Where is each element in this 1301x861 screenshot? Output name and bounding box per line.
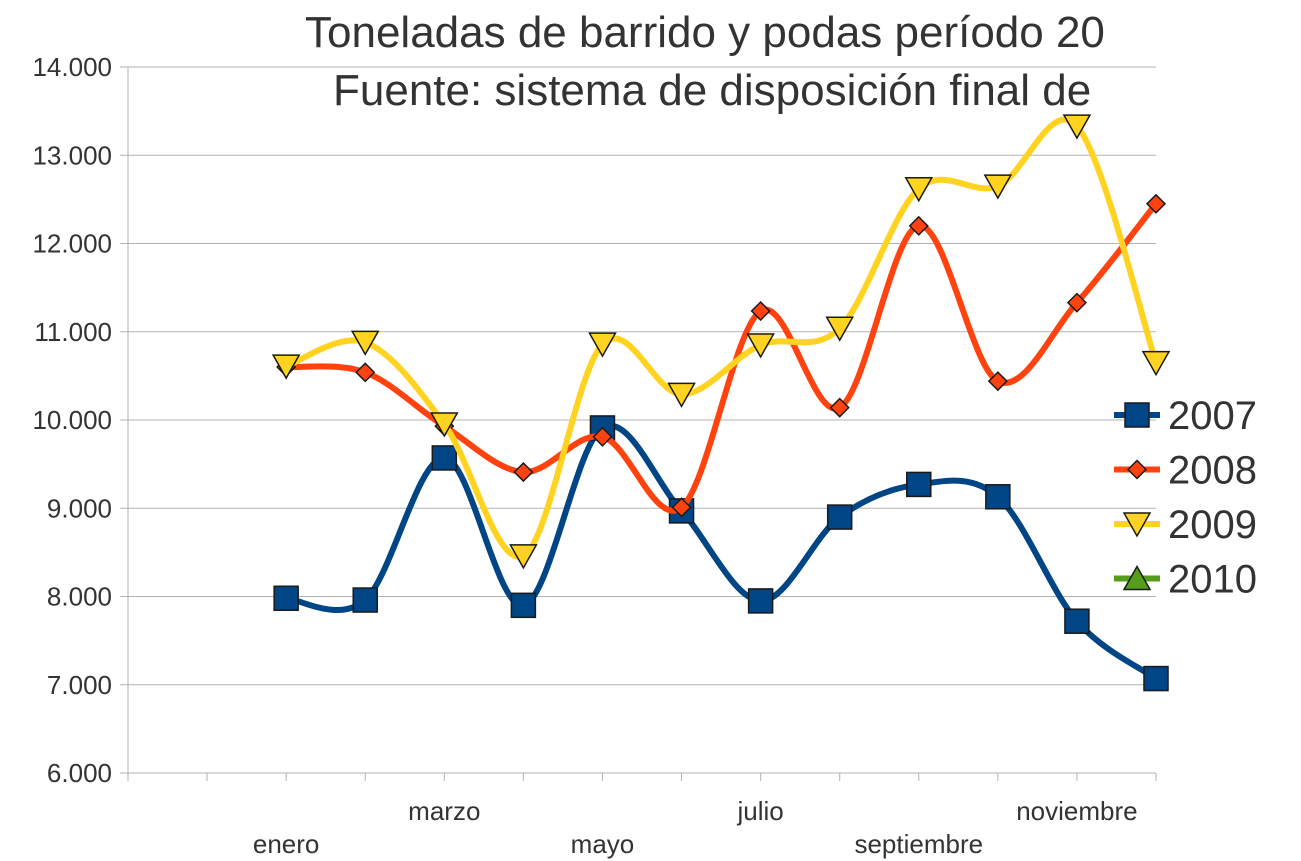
marker (985, 484, 1011, 510)
marker (906, 471, 932, 498)
chart-title: Toneladas de barrido y podas período 20 (305, 8, 1105, 57)
y-tick-label: 7.000 (47, 670, 112, 700)
marker (671, 497, 692, 518)
marker (431, 445, 458, 471)
series-line (285, 201, 1159, 514)
marker (273, 585, 299, 612)
marker (746, 333, 775, 359)
series-line (285, 422, 1158, 682)
x-tick-label: septiembre (854, 829, 983, 859)
marker (1145, 193, 1167, 214)
y-tick-label: 8.000 (47, 582, 112, 612)
marker (513, 462, 534, 483)
y-tick-label: 9.000 (47, 493, 112, 523)
marker (747, 588, 774, 614)
x-tick-label: mayo (571, 829, 635, 859)
legend-marker (1124, 402, 1150, 428)
legend-marker (1122, 564, 1152, 591)
marker (510, 592, 537, 619)
y-tick-label: 11.000 (34, 317, 112, 347)
x-tick-label: julio (736, 796, 783, 826)
legend-label: 2007 (1168, 394, 1257, 438)
x-tick-label: noviembre (1016, 796, 1137, 826)
marker (1066, 292, 1087, 313)
marker (826, 504, 853, 530)
legend-label: 2008 (1168, 449, 1257, 493)
marker (352, 587, 378, 613)
marker (667, 382, 696, 408)
marker (509, 544, 538, 570)
legend-label: 2010 (1168, 558, 1257, 602)
marker (1062, 114, 1092, 140)
marker (271, 354, 301, 380)
marker (430, 412, 459, 438)
x-tick-label: enero (253, 829, 320, 859)
legend-marker (1122, 512, 1152, 538)
marker (588, 332, 617, 358)
y-tick-label: 6.000 (47, 758, 112, 788)
marker (908, 215, 929, 236)
y-tick-label: 12.000 (32, 229, 112, 259)
marker (592, 426, 613, 447)
legend-marker (1126, 459, 1148, 480)
marker (1141, 350, 1171, 377)
x-tick-label: marzo (408, 796, 480, 826)
marker (829, 397, 850, 418)
marker (904, 177, 934, 203)
marker (355, 362, 376, 383)
marker (750, 300, 771, 322)
y-tick-label: 10.000 (32, 405, 112, 435)
marker (1064, 608, 1090, 634)
y-tick-label: 14.000 (32, 52, 112, 82)
chart-subtitle: Fuente: sistema de disposición final de (333, 66, 1091, 115)
y-tick-label: 13.000 (32, 140, 112, 170)
marker (987, 371, 1008, 392)
marker (1143, 665, 1169, 692)
marker (350, 330, 380, 356)
legend-label: 2009 (1168, 503, 1257, 547)
marker (825, 316, 854, 342)
marker (983, 174, 1013, 200)
